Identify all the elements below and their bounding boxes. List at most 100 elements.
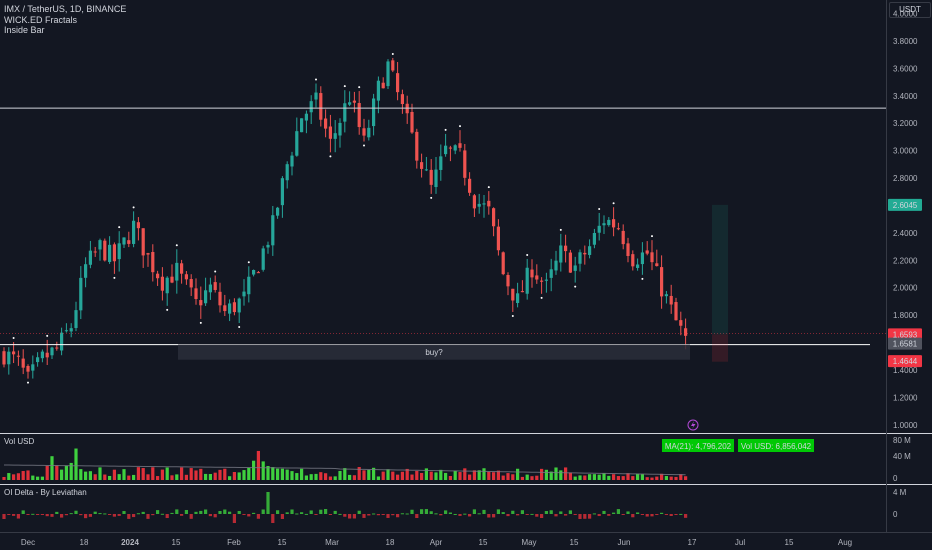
volume-bar xyxy=(516,468,520,480)
volume-bar xyxy=(314,473,318,480)
candle-body xyxy=(228,303,232,314)
volume-bar xyxy=(386,469,390,480)
oi-delta-bar xyxy=(141,511,145,514)
oi-delta-bar xyxy=(357,510,361,514)
volume-bar xyxy=(16,473,20,480)
oi-delta-bar xyxy=(386,514,390,518)
candle-body xyxy=(520,291,524,293)
candle-body xyxy=(333,133,337,139)
volume-bar xyxy=(348,474,352,480)
fractal-dot xyxy=(612,202,615,205)
oi-delta-bar xyxy=(108,514,112,515)
volume-bar xyxy=(396,474,400,480)
candle-body xyxy=(434,169,438,188)
indicator-fractals[interactable]: WICK.ED Fractals xyxy=(4,15,78,25)
volume-bar xyxy=(429,471,433,480)
volume-bar xyxy=(204,473,208,480)
volume-bar xyxy=(520,476,524,480)
candle-body xyxy=(84,264,88,278)
candle-body xyxy=(636,264,640,268)
volume-bar xyxy=(295,473,299,480)
fractal-dot xyxy=(444,128,447,131)
candle-body xyxy=(189,279,193,288)
volume-bar xyxy=(242,470,246,480)
volume-bar xyxy=(616,476,620,480)
candle-body xyxy=(285,164,289,181)
candle-body xyxy=(357,103,361,128)
oi-delta-bar xyxy=(492,514,496,518)
currency-button[interactable]: USDT xyxy=(889,2,931,18)
oi-delta-bar xyxy=(208,514,212,517)
volume-bar xyxy=(271,467,275,480)
oi-delta-bar xyxy=(160,513,164,515)
candle-body xyxy=(319,93,323,120)
oi-delta-bar xyxy=(343,514,347,517)
candle-body xyxy=(602,223,606,226)
oi-delta-bar xyxy=(117,514,121,516)
price-label: 1.6581 xyxy=(893,340,918,349)
time-tick-label: 17 xyxy=(688,538,697,547)
candle-body xyxy=(7,351,11,365)
oi-delta-bar xyxy=(7,514,11,515)
time-tick-label: 15 xyxy=(278,538,287,547)
candle-body xyxy=(535,275,539,280)
oi-delta-bar xyxy=(266,492,270,514)
candle-body xyxy=(304,113,308,121)
volume-bar xyxy=(463,468,467,480)
candle-body xyxy=(554,260,558,271)
fractal-dot xyxy=(315,78,317,81)
fractal-dot xyxy=(118,226,121,229)
fractal-dot xyxy=(199,321,202,324)
volume-bar xyxy=(7,473,11,480)
volume-bar xyxy=(117,474,121,480)
oi-delta-bar xyxy=(156,510,160,514)
time-tick-label: Mar xyxy=(325,538,339,547)
fractal-dot xyxy=(459,125,461,128)
candle-body xyxy=(232,302,236,313)
volume-bar xyxy=(50,456,54,480)
oi-delta-bar xyxy=(151,514,155,516)
volume-bar xyxy=(578,475,582,480)
alert-icon-ring xyxy=(687,419,699,431)
oi-delta-bar xyxy=(415,514,419,519)
candle-body xyxy=(338,122,342,136)
volume-bar xyxy=(26,470,30,480)
stop-zone xyxy=(712,334,728,362)
oi-delta-bar xyxy=(88,514,92,517)
volume-bar xyxy=(525,474,529,480)
fractal-dot xyxy=(526,253,529,256)
oi-delta-bar xyxy=(136,513,140,515)
oi-delta-bar xyxy=(645,514,649,517)
volume-bar xyxy=(660,473,664,480)
volume-bar xyxy=(535,475,539,480)
oi-delta-bar xyxy=(429,511,433,514)
oi-delta-bar xyxy=(60,514,64,518)
price-tick-label: 2.2000 xyxy=(893,256,918,265)
oi-delta-bar xyxy=(328,514,332,515)
oi-delta-bar xyxy=(12,514,16,516)
target-zone xyxy=(712,204,728,335)
oi-delta-bar xyxy=(376,514,380,516)
time-tick-label: 15 xyxy=(570,538,579,547)
candle-body xyxy=(290,155,294,167)
fractal-dot xyxy=(343,85,346,88)
oi-delta-bar xyxy=(477,513,481,515)
time-tick-label: Apr xyxy=(430,538,443,547)
volume-bar xyxy=(645,477,649,480)
oi-delta-bar xyxy=(31,513,35,515)
oi-delta-bar xyxy=(276,510,280,514)
candle-body xyxy=(261,248,265,270)
oi-delta-bar xyxy=(554,514,558,517)
indicator-inside-bar[interactable]: Inside Bar xyxy=(4,25,45,35)
volume-bar xyxy=(487,471,491,480)
volume-bar xyxy=(208,474,212,480)
volume-bar xyxy=(444,472,448,480)
candle-body xyxy=(549,269,553,278)
candle-body xyxy=(184,274,188,280)
candle-body xyxy=(199,300,203,306)
oi-delta-bar xyxy=(568,510,572,514)
volume-bar xyxy=(189,468,193,480)
price-label: 1.4644 xyxy=(893,357,918,366)
